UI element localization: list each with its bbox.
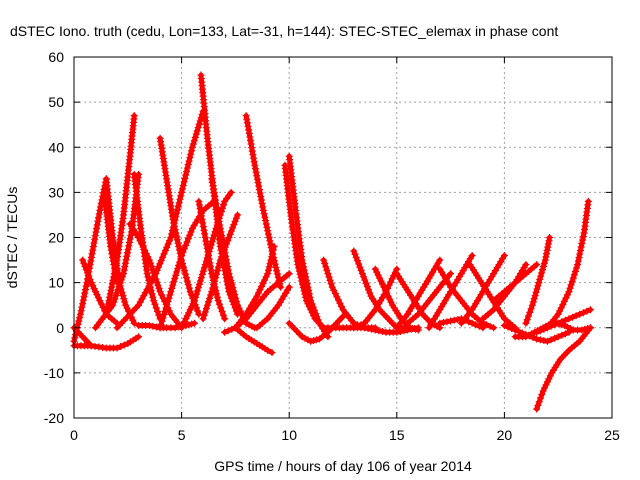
series-markers	[457, 252, 508, 327]
series-markers	[436, 265, 498, 332]
series-markers	[552, 319, 594, 334]
series-34	[393, 256, 444, 332]
series-26	[285, 152, 332, 341]
x-tick-label: 20	[497, 427, 513, 443]
series-21	[242, 112, 285, 291]
series-49	[552, 319, 594, 334]
series-7	[102, 112, 138, 318]
y-tick-label: 10	[48, 275, 64, 291]
x-tick-label: 5	[178, 427, 186, 443]
series-45	[522, 234, 554, 327]
x-axis-label: GPS time / hours of day 106 of year 2014	[214, 458, 472, 474]
x-tick-label: 10	[281, 427, 297, 443]
series-markers	[231, 324, 276, 357]
y-tick-label: 40	[48, 139, 64, 155]
series-47	[543, 197, 592, 332]
series-23	[231, 324, 276, 357]
ticks: 0 5 10 15 20 25 -20 -10 0 10 20 30 40 50 60	[44, 49, 620, 443]
y-tick-label: -20	[44, 410, 64, 426]
series-37	[436, 265, 498, 332]
y-tick-label: 60	[48, 49, 64, 65]
series-39	[457, 252, 508, 327]
series-35	[404, 270, 455, 327]
series-markers	[522, 234, 554, 327]
series-27	[285, 310, 349, 345]
series-43	[500, 321, 573, 345]
series-markers	[130, 170, 164, 323]
series-markers	[543, 197, 592, 332]
y-tick-label: 30	[48, 184, 64, 200]
series-9	[130, 170, 164, 323]
series-markers	[350, 324, 422, 336]
series-markers	[253, 283, 293, 332]
series-32	[350, 324, 422, 336]
series-11	[135, 319, 199, 332]
y-tick-label: 20	[48, 230, 64, 246]
x-tick-label: 15	[389, 427, 405, 443]
series-markers	[135, 319, 199, 332]
series-13	[113, 107, 207, 332]
series-markers	[393, 256, 444, 332]
y-tick-label: 0	[56, 320, 64, 336]
y-tick-label: 50	[48, 94, 64, 110]
y-tick-label: -10	[44, 365, 64, 381]
series-markers	[197, 71, 242, 318]
series-layer	[70, 71, 594, 413]
series-band	[544, 198, 591, 331]
series-24	[253, 283, 293, 332]
x-tick-label: 25	[604, 427, 620, 443]
series-17	[178, 188, 235, 332]
series-16	[197, 71, 242, 318]
series-30	[328, 265, 401, 332]
series-42	[490, 261, 541, 305]
series-8	[92, 170, 143, 332]
series-48	[533, 324, 594, 413]
series-14	[156, 197, 218, 332]
series-markers	[285, 152, 332, 341]
x-tick-label: 0	[70, 427, 78, 443]
series-markers	[490, 261, 541, 305]
series-markers	[113, 107, 207, 332]
series-38	[436, 315, 487, 332]
grid	[74, 57, 612, 418]
series-markers	[533, 324, 594, 413]
y-axis-label: dSTEC / TECUs	[4, 187, 20, 289]
chart-title: dSTEC Iono. truth (cedu, Lon=133, Lat=-3…	[10, 23, 558, 39]
series-19	[208, 175, 259, 332]
series-markers	[156, 197, 218, 332]
